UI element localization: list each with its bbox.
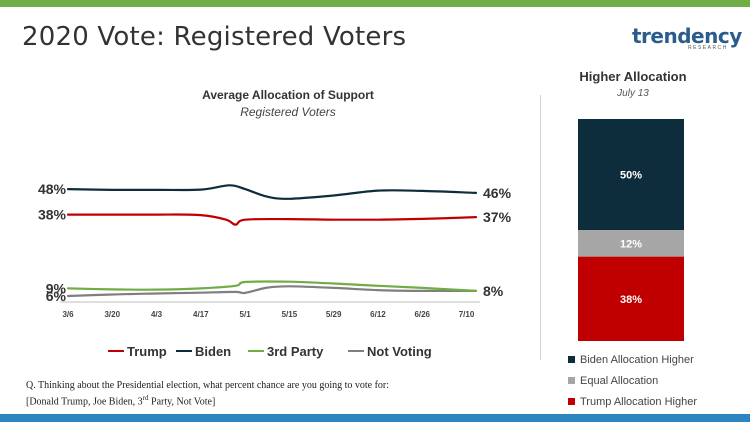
legend-item-equal-allocation: Equal Allocation [568,370,697,391]
footnote-line-2-post: Party, Not Vote] [148,396,216,408]
logo-subtext: RESEARCH [688,45,728,51]
bar-chart-title: Higher Allocation [579,69,687,84]
legend-label-not-voting: Not Voting [367,344,432,359]
legend-item-trump-allocation-higher: Trump Allocation Higher [568,391,697,412]
slide-title: 2020 Vote: Registered Voters [22,22,407,52]
chart-divider [540,95,541,360]
top-accent-bar [0,0,750,7]
line-chart-title: Average Allocation of Support [202,88,374,102]
bar-value-equal-allocation: 12% [620,238,642,250]
x-tick-label: 5/15 [282,310,298,319]
x-tick-label: 5/1 [240,310,252,319]
bar-chart-legend: Biden Allocation Higher Equal Allocation T… [568,349,697,412]
series-line-not-voting [66,285,478,298]
footnote-line-2-pre: [Donald Trump, Joe Biden, 3 [26,396,143,408]
series-line-3rd-party [66,280,478,292]
footnote-line-2: [Donald Trump, Joe Biden, 3rd Party, Not… [26,392,389,408]
legend-item-biden-allocation-higher: Biden Allocation Higher [568,349,697,370]
end-label-not-voting: 8% [483,283,504,299]
series-line-biden [66,184,478,200]
legend-swatch-trump-allocation-higher [568,398,575,405]
bottom-accent-bar [0,414,750,422]
footnote-line-1: Q. Thinking about the Presidential elect… [26,380,390,391]
logo-wordmark: trendency [632,24,742,48]
trendency-logo: trendency RESEARCH [632,24,742,54]
x-tick-label: 3/20 [104,310,120,319]
start-label-not-voting: 6% [46,288,67,304]
bar-value-trump-allocation-higher: 38% [620,294,642,306]
legend-label-3rd-party: 3rd Party [267,344,324,359]
bar-segment-equal-allocation [578,230,684,257]
legend-label-trump: Trump [127,344,167,359]
bar-segment-biden-allocation-higher [578,119,684,230]
x-tick-label: 3/6 [62,310,74,319]
end-label-trump: 37% [483,209,512,225]
x-tick-label: 6/12 [370,310,386,319]
legend-swatch-equal-allocation [568,377,575,384]
legend-label-biden: Biden [195,344,231,359]
start-label-3rd-party: 9% [46,280,67,296]
end-label-biden: 46% [483,185,512,201]
bar-value-biden-allocation-higher: 50% [620,170,642,182]
question-footnote: Q. Thinking about the Presidential elect… [26,379,389,408]
legend-label-equal-allocation: Equal Allocation [580,374,659,387]
x-tick-label: 5/29 [326,310,342,319]
series-line-trump [66,213,478,226]
x-tick-label: 4/17 [193,310,209,319]
footnote-superscript: rd [142,394,149,402]
bar-chart-subtitle: July 13 [617,88,649,99]
x-tick-label: 4/3 [151,310,163,319]
x-tick-label: 6/26 [414,310,430,319]
legend-swatch-biden-allocation-higher [568,356,575,363]
legend-label-trump-allocation-higher: Trump Allocation Higher [580,395,697,408]
x-tick-label: 7/10 [459,310,475,319]
legend-label-biden-allocation-higher: Biden Allocation Higher [580,353,694,366]
bar-segment-trump-allocation-higher [578,256,684,341]
start-label-biden: 48% [38,181,67,197]
start-label-trump: 38% [38,207,67,223]
line-chart-subtitle: Registered Voters [240,105,336,119]
